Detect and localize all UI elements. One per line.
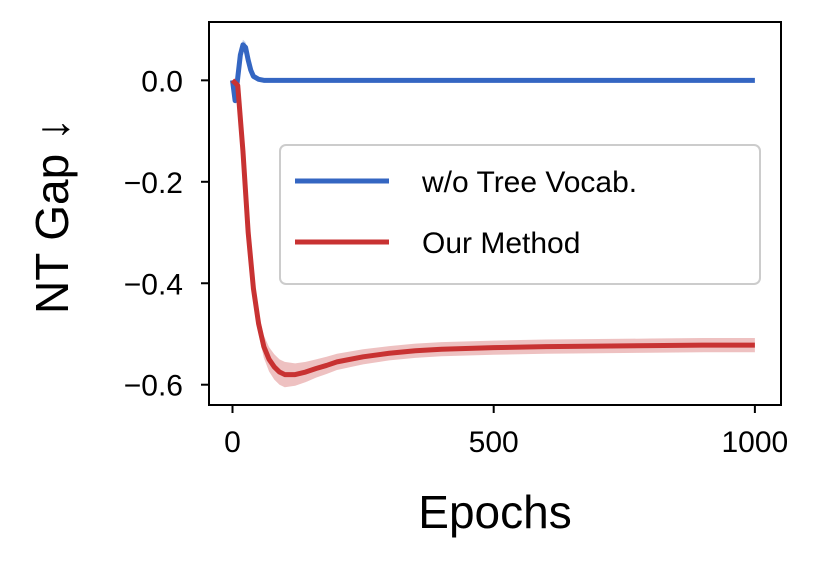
y-axis-label: NT Gap ↓	[26, 118, 78, 314]
series-lines	[230, 42, 755, 378]
y-tick-label: −0.6	[124, 370, 183, 403]
series-line-1	[230, 78, 755, 378]
x-tick-label: 0	[224, 426, 241, 459]
legend: w/o Tree Vocab. Our Method	[279, 144, 761, 285]
plot-area-frame	[208, 21, 782, 406]
y-tick-label: 0.0	[141, 65, 183, 98]
legend-frame	[279, 144, 761, 285]
legend-label-series-0: w/o Tree Vocab.	[421, 166, 637, 199]
x-axis-ticks: 0 500 1000	[224, 405, 788, 459]
y-tick-label: −0.2	[124, 167, 183, 200]
series-band-0	[232, 39, 755, 105]
y-tick-label: −0.4	[124, 268, 183, 301]
x-tick-label: 500	[469, 426, 519, 459]
x-tick-label: 1000	[722, 426, 789, 459]
legend-label-series-1: Our Method	[422, 227, 580, 260]
x-axis-label: Epochs	[418, 486, 571, 538]
series-line-0	[230, 42, 755, 104]
y-axis-ticks: 0.0 −0.2 −0.4 −0.6	[124, 65, 209, 403]
